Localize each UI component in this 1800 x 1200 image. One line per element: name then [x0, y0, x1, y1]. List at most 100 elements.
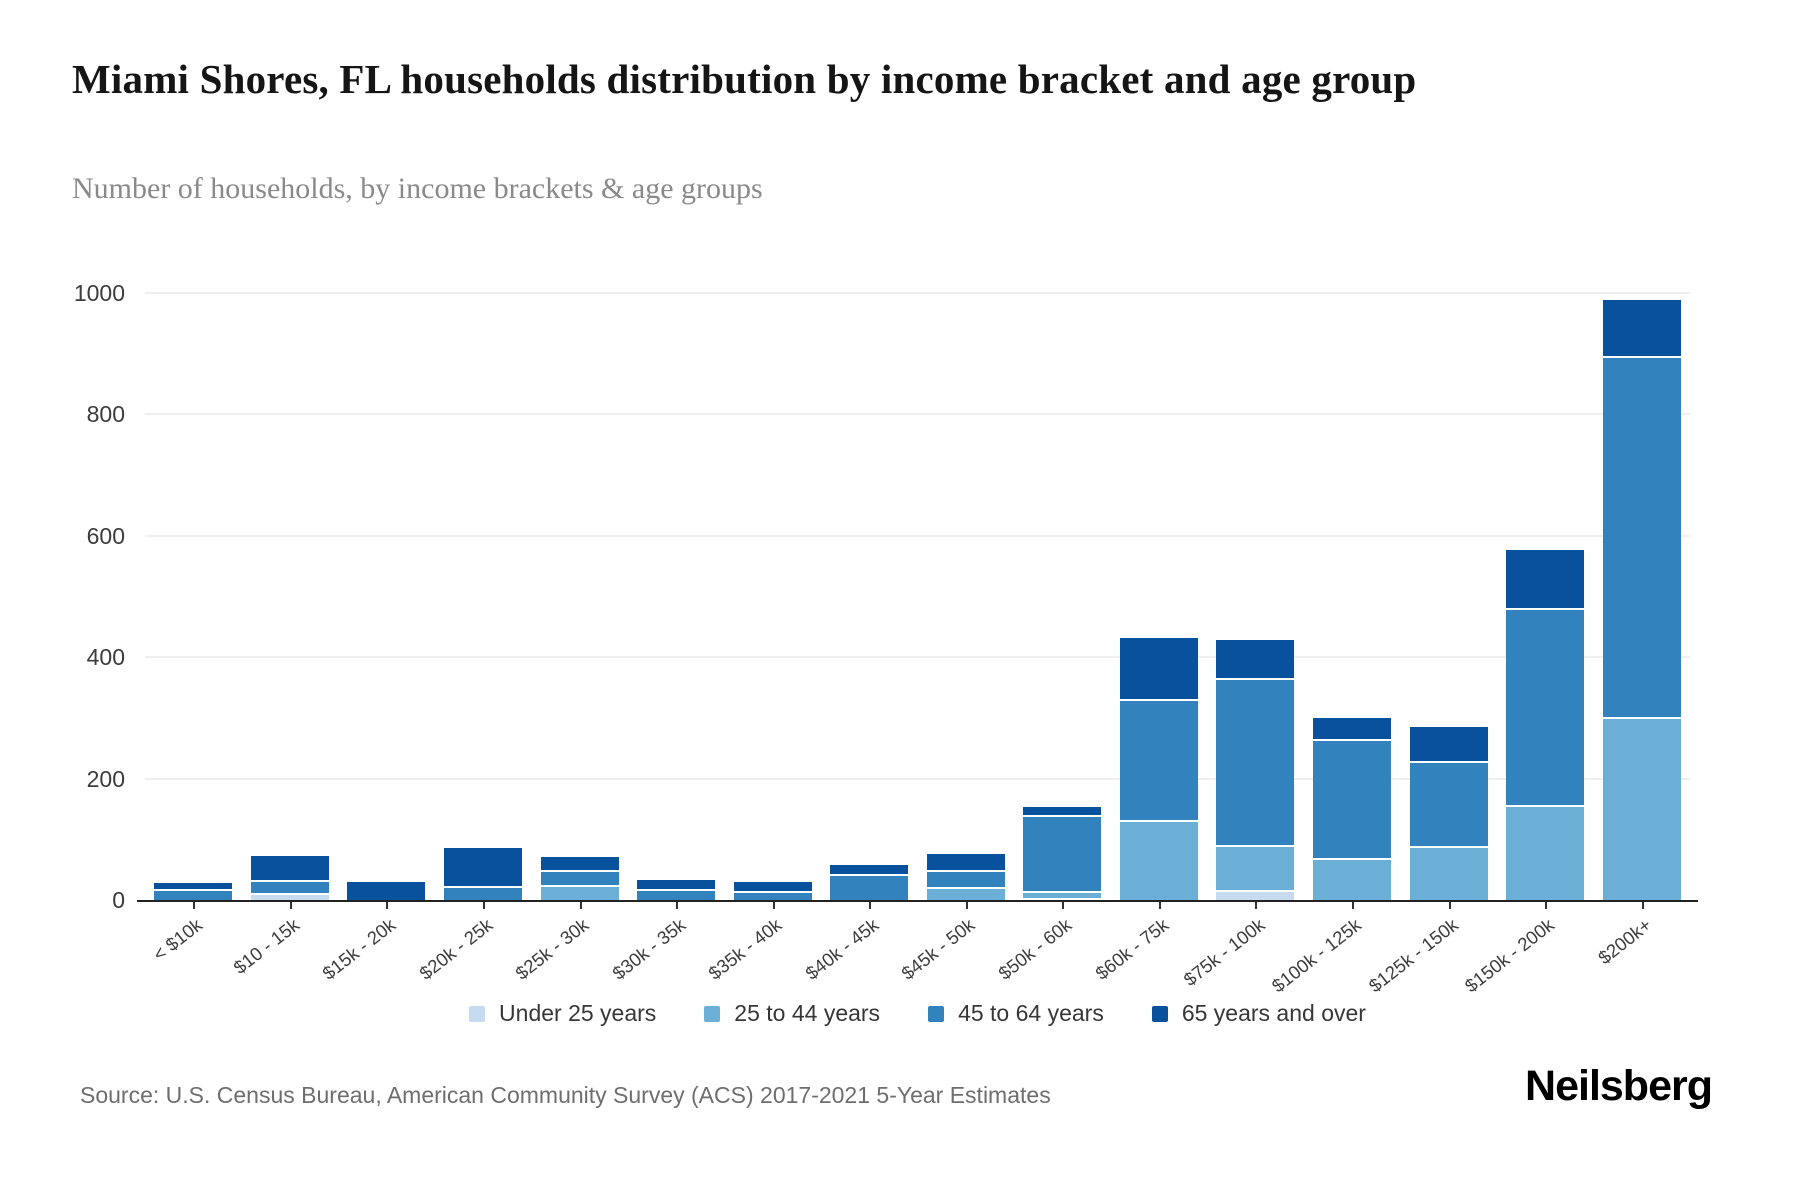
x-tick-label: $50k - 60k: [994, 914, 1076, 984]
x-tick: [965, 902, 968, 909]
bar-segment-25-to-44-years: [1216, 844, 1295, 891]
legend-label: 25 to 44 years: [734, 1000, 881, 1026]
bar-segment-45-to-64-years: [443, 886, 522, 900]
bar-segment-25-to-44-years: [1119, 820, 1198, 900]
bar-segment-65-years-and-over: [1313, 717, 1392, 740]
x-tick: [386, 902, 389, 909]
bar-slot: $125k - 150k: [1364, 293, 1497, 996]
legend-swatch: [469, 1005, 486, 1022]
chart-title: Miami Shores, FL households distribution…: [72, 56, 1417, 102]
x-tick: [772, 902, 775, 909]
bar-segment-under-25-years: [250, 893, 329, 900]
bar-segment-45-to-64-years: [1506, 608, 1585, 806]
bar-segment-65-years-and-over: [154, 883, 233, 890]
legend-item: 45 to 64 years: [928, 1000, 1104, 1027]
x-tick: [579, 902, 582, 909]
legend-label: 45 to 64 years: [958, 1000, 1104, 1026]
bar-segment-65-years-and-over: [637, 879, 716, 890]
x-tick: [193, 902, 196, 909]
bar-segment-65-years-and-over: [443, 848, 522, 887]
x-tick-label: $25k - 30k: [511, 914, 593, 984]
bar-segment-45-to-64-years: [1602, 355, 1681, 717]
bar-segment-65-years-and-over: [1216, 639, 1295, 678]
grid-line: [145, 413, 1690, 416]
bar-segment-45-to-64-years: [540, 870, 619, 885]
bar: [154, 883, 233, 900]
x-tick: [1545, 902, 1548, 909]
bar-segment-45-to-64-years: [1023, 815, 1102, 891]
bar-slot: $20k - 25k: [415, 293, 532, 984]
x-tick-label: $150k - 200k: [1460, 914, 1559, 997]
grid-line: [145, 292, 1690, 294]
bar: [733, 881, 812, 900]
y-tick-label: 1000: [73, 280, 125, 306]
bar-segment-25-to-44-years: [926, 886, 1005, 900]
legend-swatch: [1151, 1005, 1168, 1022]
bar-segment-25-to-44-years: [1409, 845, 1488, 900]
bar-slot: < $10k: [145, 293, 242, 965]
bar: [1023, 806, 1102, 900]
bar-slot: $45k - 50k: [898, 293, 1015, 984]
x-tick: [1062, 902, 1065, 909]
bar-segment-65-years-and-over: [1023, 806, 1102, 816]
legend-swatch: [704, 1005, 721, 1022]
bar-slot: $25k - 30k: [511, 293, 628, 984]
bar: [637, 879, 716, 900]
grid-line: [145, 534, 1690, 537]
bar-segment-45-to-64-years: [250, 879, 329, 894]
bar-segment-65-years-and-over: [733, 881, 812, 891]
y-tick-label: 0: [112, 887, 125, 913]
bar: [1506, 550, 1585, 900]
chart-subtitle: Number of households, by income brackets…: [72, 172, 763, 205]
bar-segment-25-to-44-years: [1023, 890, 1102, 898]
bar-segment-25-to-44-years: [1313, 857, 1392, 900]
bar-slot: $10 - 15k: [229, 293, 339, 978]
x-tick-label: $20k - 25k: [414, 914, 496, 984]
x-tick-label: $75k - 100k: [1179, 914, 1269, 991]
bar-segment-65-years-and-over: [926, 853, 1005, 870]
bar-segment-65-years-and-over: [1506, 550, 1585, 609]
x-tick: [1352, 902, 1355, 909]
bar-slot: $40k - 45k: [801, 293, 918, 984]
bar: [443, 848, 522, 900]
bar: [1216, 639, 1295, 900]
bar-segment-65-years-and-over: [540, 856, 619, 871]
bar-slot: $50k - 60k: [994, 293, 1111, 984]
bar-segment-65-years-and-over: [1602, 300, 1681, 356]
x-tick: [1641, 902, 1644, 909]
x-tick: [676, 902, 679, 909]
legend-item: 65 years and over: [1151, 1000, 1366, 1027]
bar-slot: $15k - 20k: [318, 293, 435, 984]
bar-segment-45-to-64-years: [1313, 739, 1392, 858]
bar-segment-65-years-and-over: [347, 882, 426, 900]
bar: [1119, 638, 1198, 900]
x-tick: [289, 902, 292, 909]
bar-segment-45-to-64-years: [1409, 761, 1488, 846]
x-tick: [1158, 902, 1161, 909]
bar-segment-under-25-years: [1216, 890, 1295, 900]
bar-segment-45-to-64-years: [926, 869, 1005, 887]
bar-segment-45-to-64-years: [154, 889, 233, 900]
x-tick-label: $15k - 20k: [318, 914, 400, 984]
bar-slot: $100k - 125k: [1268, 293, 1401, 996]
bar-segment-25-to-44-years: [1602, 716, 1681, 900]
x-tick-label: $60k - 75k: [1090, 914, 1172, 984]
x-tick: [1448, 902, 1451, 909]
source-text: Source: U.S. Census Bureau, American Com…: [80, 1082, 1051, 1108]
bar-segment-65-years-and-over: [830, 865, 909, 874]
bar-segment-45-to-64-years: [830, 873, 909, 900]
bar: [1409, 727, 1488, 900]
bar: [1602, 300, 1681, 900]
bar-segment-65-years-and-over: [1409, 727, 1488, 762]
y-tick-label: 200: [86, 765, 125, 792]
bar: [1313, 717, 1392, 900]
legend-item: Under 25 years: [469, 1000, 656, 1027]
bar-slot: $35k - 40k: [705, 293, 821, 984]
x-axis-line: [137, 900, 1698, 902]
x-tick: [482, 902, 485, 909]
x-tick-label: $200k+: [1593, 914, 1655, 969]
bar-segment-25-to-44-years: [1506, 805, 1585, 900]
bar-segment-45-to-64-years: [733, 890, 812, 900]
bar-slot: $30k - 35k: [608, 293, 725, 984]
bar-segment-under-25-years: [1023, 897, 1102, 900]
